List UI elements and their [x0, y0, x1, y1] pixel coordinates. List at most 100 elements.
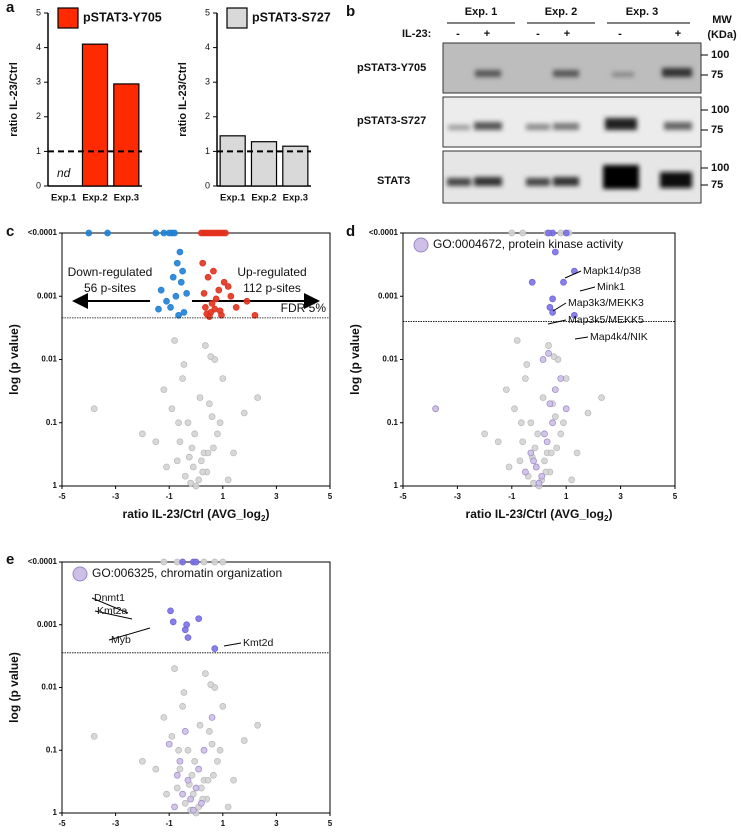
lane-label: +: [675, 28, 681, 40]
point: [527, 449, 535, 457]
point: [513, 337, 521, 344]
point-label: Mink1: [597, 281, 625, 293]
y-axis-label: log (p value): [7, 324, 21, 395]
y-tick-label: 0.1: [46, 745, 58, 754]
panel-label: d: [346, 223, 355, 240]
point: [167, 304, 174, 311]
point: [175, 311, 182, 319]
point: [173, 259, 181, 267]
band: [662, 68, 692, 77]
mw-label: 75: [711, 124, 723, 136]
bar: [282, 145, 309, 187]
legend-label: GO:0004672, protein kinase activity: [433, 237, 623, 251]
point: [503, 386, 510, 394]
point: [177, 278, 185, 286]
point: [169, 273, 177, 281]
y-tick-label: 4: [36, 42, 41, 52]
y-tick-label: 2: [36, 111, 41, 121]
point: [224, 476, 232, 484]
point: [560, 278, 567, 286]
point: [219, 375, 227, 382]
point: [85, 229, 93, 237]
leader-line: [108, 627, 151, 641]
x-tick-label: Exp.3: [114, 193, 139, 204]
point: [240, 737, 248, 744]
leader-line: [564, 270, 582, 279]
point: [584, 409, 592, 417]
y-tick-label: 2: [205, 111, 210, 121]
point: [528, 278, 536, 286]
point: [208, 740, 216, 748]
point: [545, 229, 552, 237]
point: [202, 304, 209, 311]
band: [605, 118, 637, 130]
point: [198, 799, 205, 807]
point: [163, 790, 170, 798]
point: [219, 558, 227, 566]
point: [560, 419, 567, 427]
point: [541, 430, 548, 438]
band: [660, 172, 692, 188]
series: [432, 229, 605, 490]
point: [163, 463, 170, 471]
point: [215, 286, 223, 294]
y-tick-label: 0.01: [41, 683, 57, 692]
point: [254, 394, 261, 401]
y-axis-label: log (p value): [348, 324, 362, 395]
point: [530, 457, 537, 465]
x-tick-label: -1: [508, 492, 516, 501]
point: [545, 350, 552, 357]
point: [179, 375, 186, 382]
point: [191, 757, 199, 765]
leader-line: [223, 642, 242, 647]
x-tick-label: Exp.1: [220, 193, 246, 204]
annotation: 56 p-sites: [84, 281, 136, 295]
band: [448, 125, 470, 130]
point: [167, 607, 174, 615]
y-tick-label: 4: [205, 42, 210, 52]
point: [516, 457, 524, 465]
point: [179, 703, 186, 710]
point: [183, 621, 190, 629]
point: [571, 311, 578, 319]
mw-label: 75: [711, 179, 723, 191]
point: [222, 229, 229, 237]
point: [216, 419, 224, 427]
mw-markers: 100 75 100 75 100 75: [701, 49, 729, 191]
x-axis-label: ratio IL-23/Ctrl (AVG_log2): [123, 507, 270, 523]
y-tick-label: 1: [205, 146, 210, 156]
point: [546, 400, 554, 408]
point-label: Map3k5/MEKK5: [568, 314, 644, 326]
mw-title: MW: [712, 14, 732, 26]
band: [553, 123, 579, 130]
x-axis-label-part: ): [265, 507, 269, 521]
x-tick-label: -3: [112, 819, 120, 828]
y-tick-label: 1: [36, 146, 41, 156]
threshold-label: FDR 5%: [281, 301, 327, 315]
point: [176, 765, 184, 773]
legend-swatch: [226, 7, 248, 29]
leader-line: [94, 610, 133, 620]
point: [202, 342, 209, 349]
point: [538, 472, 546, 480]
point: [181, 728, 189, 735]
x-tick-label: -3: [112, 492, 120, 501]
point: [534, 430, 541, 438]
point-label: Kmt2d: [243, 637, 274, 649]
x-tick-label: 1: [221, 819, 226, 828]
point: [494, 438, 502, 446]
leader-line: [91, 597, 129, 614]
y-tick-label: 0.1: [46, 418, 58, 427]
point: [191, 430, 199, 438]
point: [189, 806, 197, 814]
y-tick-label: 0: [205, 180, 210, 190]
y-tick-label: 0.1: [387, 418, 399, 427]
x-axis-label-part: ): [608, 507, 612, 521]
point: [90, 732, 98, 740]
point: [508, 229, 516, 237]
point: [210, 267, 217, 275]
point: [160, 714, 168, 721]
volcano-c-annotations: Down-regulated 56 p-sites Up-regulated 1…: [68, 265, 320, 309]
point: [155, 305, 162, 313]
y-tick-label: <0.0001: [369, 228, 399, 237]
